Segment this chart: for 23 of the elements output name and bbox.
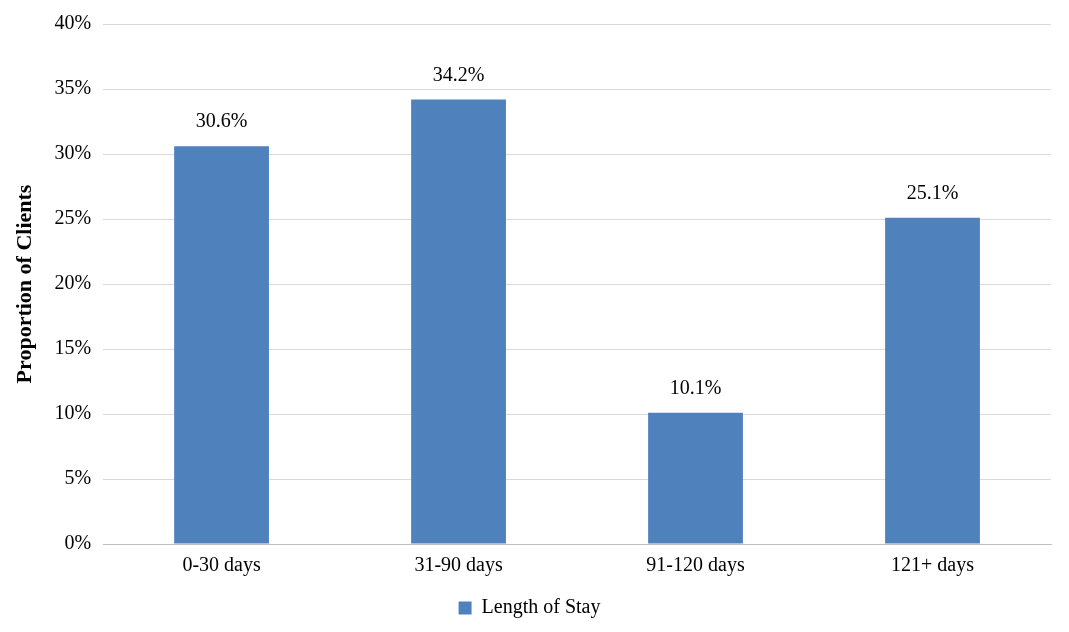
bar bbox=[411, 99, 506, 544]
y-tick-label: 0% bbox=[64, 531, 92, 554]
y-tick-label: 10% bbox=[54, 401, 92, 424]
data-label: 10.1% bbox=[669, 375, 722, 398]
y-axis-title: Proportion of Clients bbox=[10, 184, 36, 384]
y-tick-label: 20% bbox=[54, 271, 92, 294]
x-tick-label: 91-120 days bbox=[646, 553, 745, 577]
y-tick-label: 30% bbox=[54, 141, 92, 164]
x-tick-label: 0-30 days bbox=[182, 553, 261, 577]
bar bbox=[174, 146, 269, 544]
data-label: 30.6% bbox=[195, 109, 248, 132]
bar bbox=[885, 217, 980, 544]
data-label: 25.1% bbox=[906, 180, 959, 203]
y-tick-label: 40% bbox=[54, 11, 92, 34]
x-tick-label: 31-90 days bbox=[414, 553, 503, 577]
y-tick-label: 5% bbox=[64, 466, 92, 489]
data-label: 34.2% bbox=[432, 62, 485, 85]
y-tick-label: 35% bbox=[54, 76, 92, 99]
y-tick-label: 15% bbox=[54, 336, 92, 359]
bar bbox=[648, 412, 743, 544]
x-tick-label: 121+ days bbox=[891, 553, 975, 577]
legend-label: Length of Stay bbox=[481, 595, 601, 619]
y-tick-label: 25% bbox=[54, 206, 92, 229]
